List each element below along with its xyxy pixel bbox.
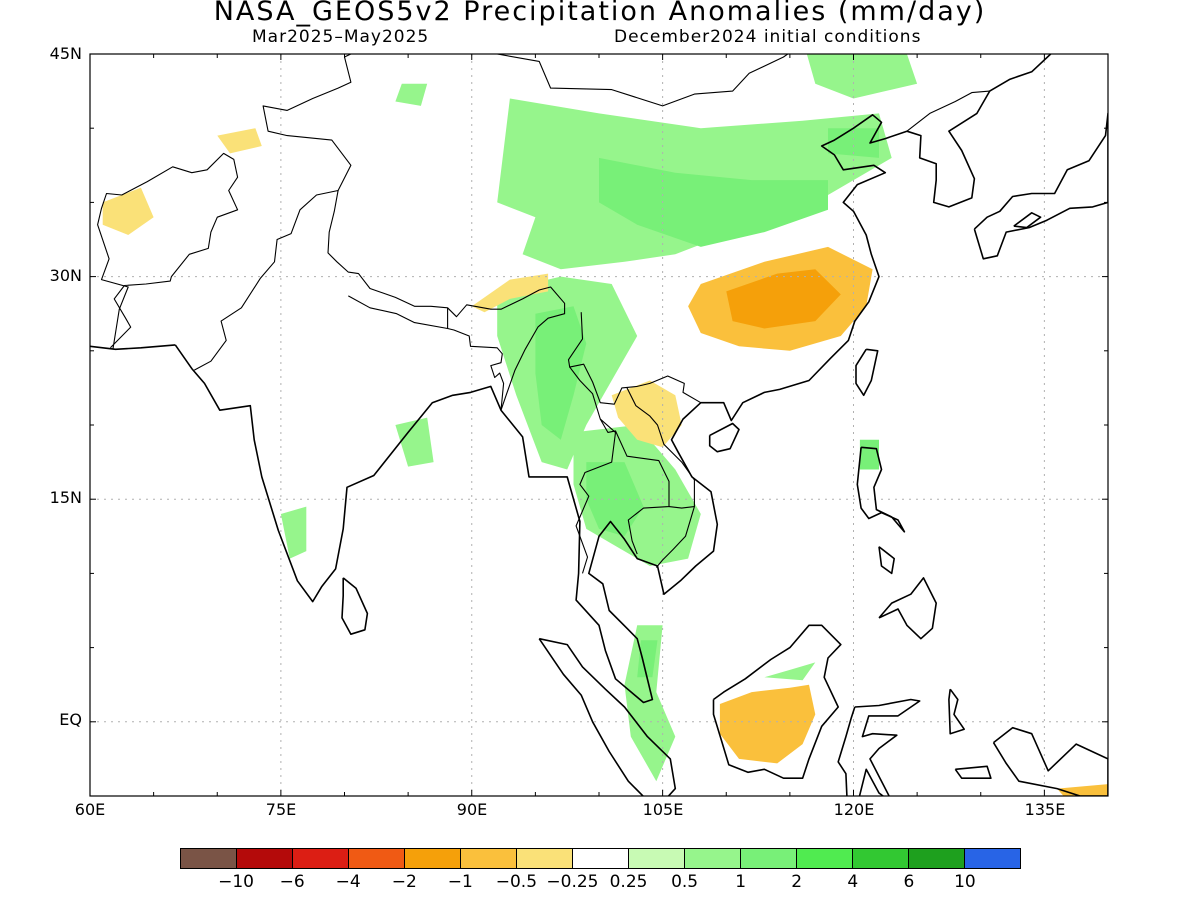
legend-swatch-8: [573, 849, 629, 868]
legend-swatch-3: [293, 849, 349, 868]
legend-swatch-5: [405, 849, 461, 868]
legend-swatch-13: [853, 849, 909, 868]
legend-label: 0.5: [671, 872, 699, 892]
legend-label: −10: [218, 872, 254, 892]
coastline-mindanao: [878, 577, 938, 640]
anomaly-region-6: [535, 306, 587, 440]
border-china-myanmar-laos: [567, 312, 702, 405]
legend-label: 0.25: [609, 872, 648, 892]
forecast-period: Mar2025–May2025: [252, 27, 430, 47]
legend-label: −0.25: [546, 872, 599, 892]
initial-conditions: December2024 initial conditions: [614, 27, 922, 47]
lat-label-15n: 15N: [49, 488, 82, 507]
lat-label-eq: EQ: [59, 710, 82, 729]
border-myanmar-thai: [569, 366, 617, 574]
border-pak-afg-iran: [97, 152, 239, 350]
lon-label-60e: 60E: [74, 800, 106, 819]
gridlines: [90, 54, 1108, 796]
border-cambodia-vietnam: [655, 506, 695, 568]
anomaly-layer: [102, 54, 1108, 796]
coastline-shikoku: [1013, 212, 1042, 229]
coastline-arabian-coast: [90, 344, 176, 351]
lat-label-30n: 30N: [49, 266, 82, 285]
coastlines: [90, 54, 1108, 796]
coastline-seram: [954, 765, 992, 780]
anomaly-region-12: [471, 273, 549, 313]
coastline-visayas: [878, 546, 896, 575]
border-thai-laos-cambodia: [599, 418, 670, 555]
country-borders: [97, 54, 990, 574]
legend-swatch-12: [797, 849, 853, 868]
border-china-north: [495, 54, 789, 107]
legend-swatch-6: [461, 849, 517, 868]
anomaly-region-3: [806, 54, 918, 99]
border-nepal-south: [348, 295, 449, 330]
coastline-kyushu-honshu: [973, 112, 1108, 260]
lon-label-120e: 120E: [833, 800, 875, 819]
lon-label-135e: 135E: [1024, 800, 1066, 819]
axis-ticks: [89, 53, 1109, 797]
legend-label: −2: [391, 872, 417, 892]
border-bangladesh: [447, 327, 505, 411]
legend-label: 1: [735, 872, 747, 892]
color-legend: [180, 848, 1021, 869]
border-china-korea: [906, 90, 990, 132]
legend-label: 4: [847, 872, 859, 892]
coastline-hainan: [708, 422, 740, 453]
lon-label-105e: 105E: [642, 800, 684, 819]
legend-swatch-1: [181, 849, 237, 868]
anomaly-region-2: [599, 157, 828, 247]
anomaly-region-16: [764, 662, 816, 681]
map-title: NASA_GEOS5v2 Precipitation Anomalies (mm…: [213, 0, 987, 27]
border-india-pak: [194, 189, 566, 411]
legend-label: −6: [279, 872, 305, 892]
anomaly-region-18: [637, 640, 658, 678]
lat-label-45n: 45N: [49, 44, 82, 63]
coastline-india-coast: [174, 54, 1052, 704]
coastline-borneo: [712, 624, 842, 780]
legend-label: 10: [954, 872, 976, 892]
anomaly-region-20: [395, 417, 434, 467]
legend-swatch-11: [741, 849, 797, 868]
legend-label: 2: [791, 872, 803, 892]
border-china-west: [262, 54, 353, 191]
legend-swatch-4: [349, 849, 405, 868]
coastline-sri-lanka: [341, 577, 369, 636]
legend-swatch-15: [965, 849, 1020, 868]
anomaly-region-23: [1057, 784, 1108, 796]
anomaly-region-21: [395, 83, 428, 106]
legend-label: −0.5: [495, 872, 538, 892]
legend-swatch-2: [237, 849, 293, 868]
legend-label: 6: [903, 872, 915, 892]
anomaly-region-19: [280, 506, 307, 559]
coastline-new-guinea: [992, 726, 1108, 796]
legend-swatch-9: [629, 849, 685, 868]
anomaly-region-15: [719, 684, 816, 764]
coastline-sulawesi: [837, 698, 921, 796]
legend-swatch-10: [685, 849, 741, 868]
legend-label: −1: [447, 872, 473, 892]
legend-swatch-7: [517, 849, 573, 868]
anomaly-region-13: [102, 187, 154, 235]
coastline-sumatra: [538, 637, 677, 796]
anomaly-region-8: [586, 462, 644, 537]
legend-label: −4: [335, 872, 361, 892]
lon-label-90e: 90E: [456, 800, 488, 819]
border-laos-vietnam: [626, 387, 695, 509]
coastline-luzon: [856, 446, 906, 533]
legend-swatch-14: [909, 849, 965, 868]
anomaly-region-14: [217, 128, 262, 154]
lon-label-75e: 75E: [265, 800, 297, 819]
anomaly-region-10: [726, 269, 841, 329]
anomaly-region-17: [624, 625, 676, 782]
coastline-taiwan: [855, 348, 879, 397]
anomaly-region-22: [859, 439, 879, 470]
coastline-halmahera: [948, 688, 966, 735]
